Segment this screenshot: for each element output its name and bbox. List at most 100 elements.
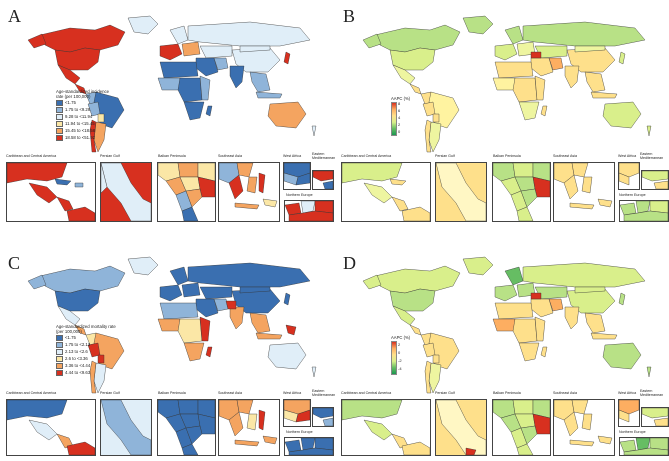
inset-map xyxy=(101,400,151,455)
country-mongolia xyxy=(239,45,271,53)
inset-map xyxy=(284,400,310,423)
legend-swatch xyxy=(56,100,63,106)
inset-map xyxy=(285,201,333,221)
legend-swatch xyxy=(56,342,63,348)
legend-item: 18.58 to <51.92 xyxy=(56,135,116,141)
legend-item: 11.94 to <15.45 xyxy=(56,121,116,127)
panel-letter-d: D xyxy=(343,253,356,273)
inset-se-asia xyxy=(218,399,280,456)
legend-swatch xyxy=(56,335,63,341)
legend-label: 1.75 to <9.28 xyxy=(65,106,91,112)
inset-label-caribbean: Caribbean and Central America xyxy=(6,391,57,395)
country-chile xyxy=(89,119,97,153)
inset-map xyxy=(436,400,486,455)
country-australia xyxy=(267,101,307,129)
legend-label: <1.75 xyxy=(65,334,76,340)
world-map-aapc-incidence xyxy=(362,15,652,153)
legend-tick: 8 xyxy=(398,101,401,106)
legend-title: Age-standardized incidence rate (per 100… xyxy=(56,89,110,99)
legend-aapc-b: AAPC (%) 8 6 4 2 0 xyxy=(391,96,421,140)
inset-map xyxy=(620,438,668,455)
inset-label-west-africa: West Africa xyxy=(618,154,637,158)
legend-title: AAPC (%) xyxy=(391,96,411,101)
region-north-africa xyxy=(159,61,199,79)
inset-map xyxy=(554,400,613,447)
legend-item: 15.45 to <18.58 xyxy=(56,128,116,134)
inset-map xyxy=(219,163,278,210)
legend-incidence: Age-standardized incidence rate (per 100… xyxy=(56,89,116,141)
inset-persian-gulf xyxy=(100,162,152,222)
inset-eastern-med xyxy=(312,170,334,190)
inset-se-asia xyxy=(218,162,280,222)
inset-map xyxy=(436,163,486,221)
inset-label-se-asia: Southeast Asia xyxy=(218,391,242,395)
inset-eastern-med xyxy=(641,170,669,190)
country-russia xyxy=(187,21,311,47)
legend-label: <1.75 xyxy=(65,99,76,105)
inset-se-asia xyxy=(553,162,615,222)
inset-label-caribbean: Caribbean and Central America xyxy=(341,391,392,395)
region-europe-east xyxy=(181,41,201,57)
inset-caribbean xyxy=(341,399,431,456)
country-canada xyxy=(39,24,126,53)
inset-map xyxy=(285,438,333,455)
legend-swatch xyxy=(56,107,63,113)
country-kazakhstan xyxy=(199,45,233,59)
inset-label-n-europe: Northern Europe xyxy=(619,430,646,434)
legend-tick: 0 xyxy=(398,129,401,134)
inset-map xyxy=(7,163,95,221)
legend-label: 2.6 to <3.36 xyxy=(65,355,88,361)
inset-label-n-europe: Northern Europe xyxy=(619,193,646,197)
inset-n-europe xyxy=(284,200,334,222)
legend-label: 11.94 to <15.45 xyxy=(65,120,95,126)
inset-label-balkan: Balkan Peninsula xyxy=(158,154,186,158)
inset-map xyxy=(158,163,215,221)
legend-swatch xyxy=(56,114,63,120)
inset-map xyxy=(101,163,151,221)
inset-label-persian-gulf: Persian Gulf xyxy=(100,391,120,395)
inset-label-balkan: Balkan Peninsula xyxy=(158,391,186,395)
inset-se-asia xyxy=(553,399,615,456)
inset-map xyxy=(620,201,668,221)
legend-title: Age-standardized mortality rate (per 100… xyxy=(56,324,116,334)
legend-label: 4.44 to <9.63 xyxy=(65,369,91,375)
legend-label: 1.75 to <2.13 xyxy=(65,341,91,347)
region-scandinavia xyxy=(169,25,189,45)
inset-caribbean xyxy=(341,162,431,222)
inset-label-west-africa: West Africa xyxy=(618,391,637,395)
inset-label-persian-gulf: Persian Gulf xyxy=(100,154,120,158)
world-map-mortality xyxy=(27,256,317,394)
legend-tick: 2 xyxy=(398,342,401,347)
legend-tick: 6 xyxy=(398,108,401,113)
legend-tick: 0 xyxy=(398,350,401,355)
inset-map xyxy=(284,163,310,186)
inset-balkan xyxy=(157,399,216,456)
legend-tick: 4 xyxy=(398,115,401,120)
panel-letter-b: B xyxy=(343,6,356,26)
inset-label-se-asia: Southeast Asia xyxy=(553,154,577,158)
inset-persian-gulf xyxy=(100,399,152,456)
legend-item: 4.44 to <9.63 xyxy=(56,370,116,376)
legend-swatch xyxy=(56,135,63,141)
country-bolivia xyxy=(97,113,105,123)
legend-swatch xyxy=(56,356,63,362)
inset-map xyxy=(554,163,613,210)
legend-title: AAPC (%) xyxy=(391,335,411,340)
panel-d: D xyxy=(335,231,669,461)
country-alaska xyxy=(27,33,47,49)
inset-map xyxy=(642,408,668,426)
inset-label-se-asia: Southeast Asia xyxy=(218,154,242,158)
inset-caribbean xyxy=(6,399,96,456)
inset-n-europe xyxy=(619,200,669,222)
inset-label-eastern-med: Eastern Mediterranean xyxy=(640,152,664,160)
inset-map xyxy=(493,400,550,455)
inset-label-se-asia: Southeast Asia xyxy=(553,391,577,395)
country-japan xyxy=(283,51,291,65)
inset-eastern-med xyxy=(641,407,669,427)
inset-label-caribbean: Caribbean and Central America xyxy=(6,154,57,158)
inset-map xyxy=(158,400,215,455)
country-india xyxy=(229,65,245,89)
legend-label: 15.45 to <18.58 xyxy=(65,127,95,133)
country-mexico xyxy=(57,64,81,85)
inset-label-eastern-med: Eastern Mediterranean xyxy=(312,152,336,160)
